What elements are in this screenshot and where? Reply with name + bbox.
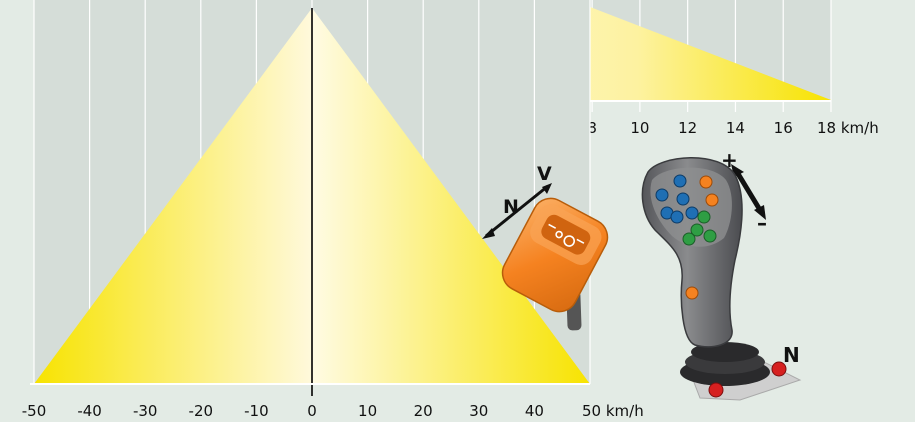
top-tick-label: 12: [678, 119, 697, 137]
main-tick-label: -40: [77, 402, 102, 420]
top-tick-label: 16: [774, 119, 793, 137]
tractor-icon: [548, 223, 585, 247]
reverse-speed-area: [34, 8, 312, 384]
green-button-icon: [682, 232, 696, 246]
blue-button-icon: [676, 192, 690, 206]
base-red-button: [708, 382, 724, 398]
blue-button-icon: [673, 174, 687, 188]
main-tick-label: 0: [307, 402, 317, 420]
main-tick-label: -50: [22, 402, 47, 420]
side-button-icon: [685, 286, 699, 300]
throttle-controller: N V: [482, 163, 609, 331]
main-tick-label: -10: [244, 402, 269, 420]
main-tick-label: 30: [469, 402, 488, 420]
main-tick-label: 50 km/h: [582, 402, 644, 420]
main-tick-label: 20: [414, 402, 433, 420]
n-v-arrow-icon: [482, 183, 552, 239]
main-speed-chart: -50 -40 -30 -20 -10 0 10 20 30 40 50 km/h: [22, 0, 644, 420]
main-tick-label: -20: [189, 402, 214, 420]
n-button: [771, 361, 787, 377]
main-tick-label: -30: [133, 402, 158, 420]
joystick-controller: + – N: [641, 148, 802, 401]
main-chart-tick-labels: -50 -40 -30 -20 -10 0 10 20 30 40 50 km/h: [22, 402, 644, 420]
joystick-buttons: [655, 174, 719, 300]
joystick-label-n: N: [783, 343, 800, 367]
joystick-label-minus: –: [757, 211, 767, 235]
main-tick-label: 40: [525, 402, 544, 420]
throttle-label-v: V: [537, 163, 552, 185]
orange-button-icon: [705, 193, 719, 207]
top-tick-label: 14: [726, 119, 745, 137]
main-tick-label: 10: [358, 402, 377, 420]
top-tick-label: 10: [630, 119, 649, 137]
joystick-base: [680, 342, 802, 401]
blue-button-icon: [685, 206, 699, 220]
throttle-label-n: N: [503, 196, 519, 218]
throttle-handle: [501, 197, 609, 331]
blue-button-icon: [670, 210, 684, 224]
green-button-icon: [703, 229, 717, 243]
green-button-icon: [690, 223, 704, 237]
blue-button-icon: [655, 188, 669, 202]
top-tick-label: 18 km/h: [817, 119, 879, 137]
top-tick-label: 8: [587, 119, 597, 137]
green-button-icon: [697, 210, 711, 224]
orange-button-icon: [699, 175, 713, 189]
